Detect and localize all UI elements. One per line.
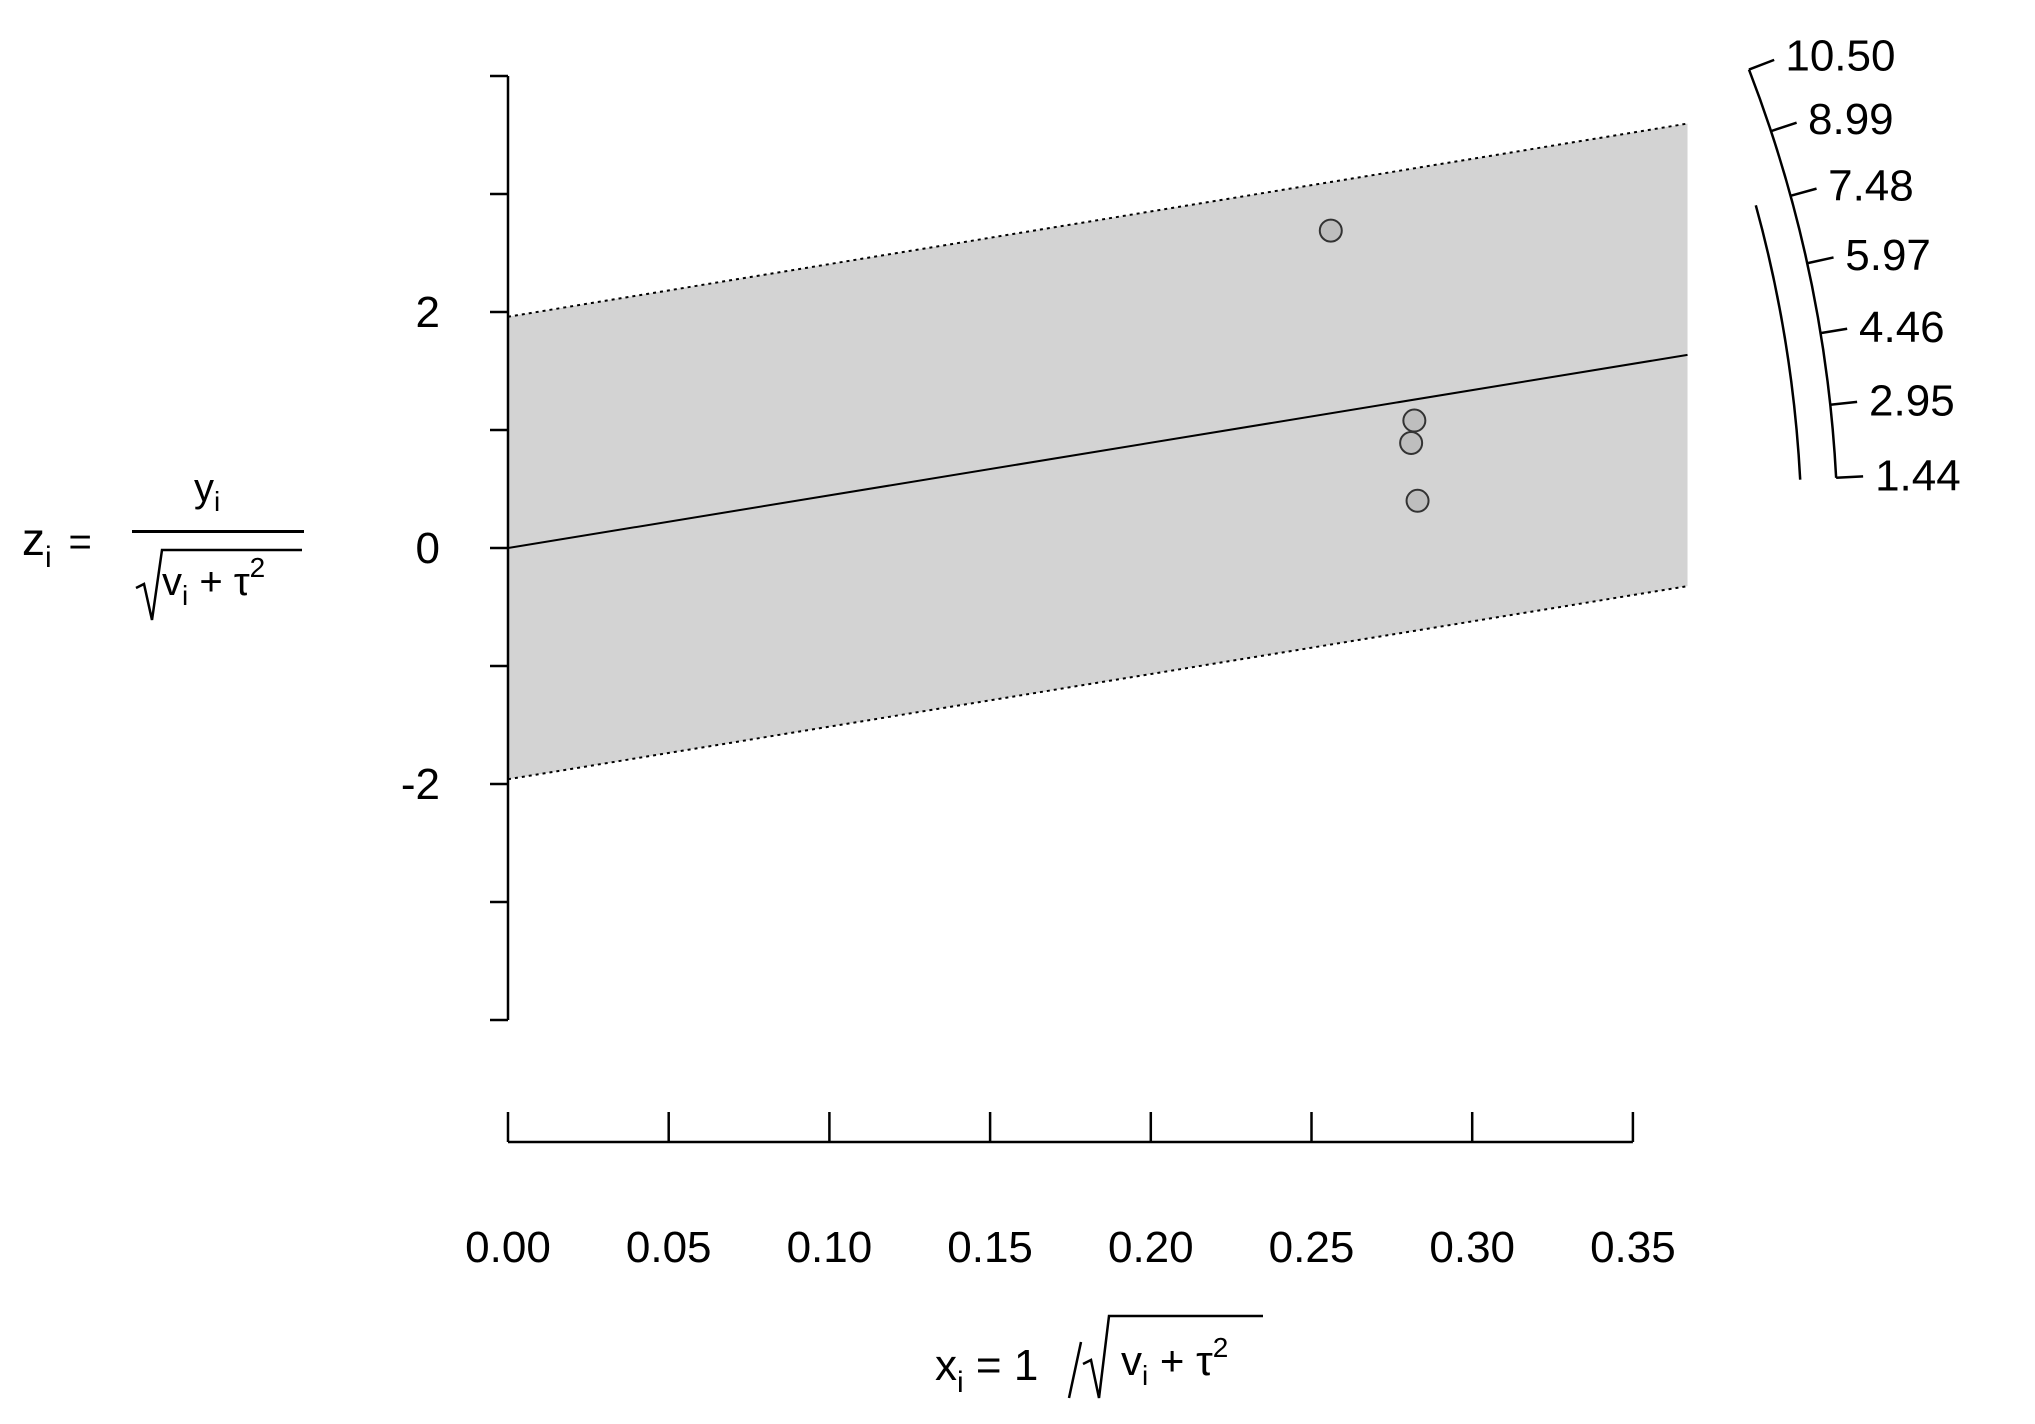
arc-line-outer <box>1754 204 1802 480</box>
arc-tick <box>1830 400 1858 407</box>
x-tick-label: 0.35 <box>1590 1223 1676 1272</box>
x-tick-label: 0.00 <box>465 1223 551 1272</box>
arc-tick <box>1836 475 1864 480</box>
arc-tick-label: 5.97 <box>1845 231 1931 280</box>
x-tick-label: 0.05 <box>626 1223 712 1272</box>
x-axis: 0.00 0.05 0.10 0.15 0.20 0.25 0.30 0.35 <box>465 1112 1676 1272</box>
arc-tick-label: 7.48 <box>1828 161 1914 210</box>
arc-tick <box>1748 58 1775 71</box>
regression-lines <box>507 122 1688 781</box>
fit-line <box>507 353 1688 549</box>
y-axis: -2 0 2 <box>401 74 510 1022</box>
data-point <box>1402 408 1427 433</box>
x-axis-label: xi = 1 vi + τ2 <box>935 1306 1275 1406</box>
y-tick-label: -2 <box>401 760 440 809</box>
y-tick-label: 0 <box>416 524 440 573</box>
lower-bound-line <box>507 585 1688 781</box>
arc-line-inner <box>1747 69 1838 478</box>
x-tick-label: 0.10 <box>787 1223 873 1272</box>
arc-tick <box>1806 256 1834 265</box>
x-tick-label: 0.25 <box>1269 1223 1355 1272</box>
data-points <box>1318 218 1430 513</box>
arc-tick-label: 8.99 <box>1808 95 1894 144</box>
data-point <box>1405 488 1430 513</box>
arc-tick <box>1790 187 1817 197</box>
x-tick-label: 0.20 <box>1108 1223 1194 1272</box>
arc-tick <box>1770 121 1798 133</box>
y-axis-label: zi = yi vi + τ2 <box>22 468 304 633</box>
upper-bound-line <box>507 122 1688 318</box>
arc-tick <box>1820 327 1848 335</box>
arc-tick-label: 4.46 <box>1859 303 1945 352</box>
arc-tick-label: 10.50 <box>1785 32 1895 81</box>
y-tick-label: 2 <box>416 288 440 337</box>
data-point <box>1318 218 1343 243</box>
arc-scale: 10.50 8.99 7.48 5.97 4.46 2.95 1.44 <box>1747 32 1961 501</box>
data-point <box>1399 430 1424 455</box>
x-tick-label: 0.30 <box>1429 1223 1515 1272</box>
arc-tick-label: 1.44 <box>1875 452 1961 501</box>
arc-tick-label: 2.95 <box>1869 377 1955 426</box>
x-tick-label: 0.15 <box>947 1223 1033 1272</box>
